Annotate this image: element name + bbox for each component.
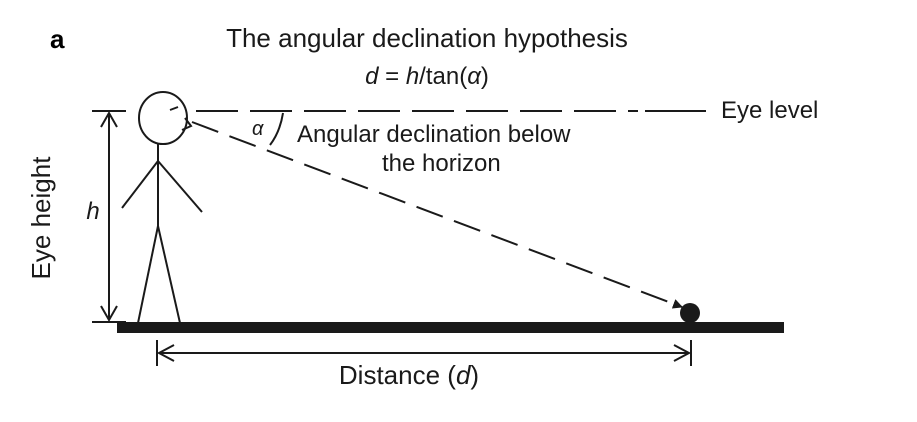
eye-level-label: Eye level: [721, 97, 818, 124]
formula-equals: =: [378, 63, 405, 90]
eye-height-label: Eye height: [26, 156, 56, 280]
figure-head: [138, 91, 188, 145]
alpha-symbol: α: [252, 118, 264, 140]
formula-tan: /tan(: [419, 63, 467, 90]
line-of-sight-arrow: [191, 121, 683, 309]
eye-height-down-arrow: [100, 305, 118, 323]
figure-right-leg: [157, 225, 181, 324]
formula-close: ): [481, 63, 489, 90]
panel-label: a: [50, 24, 65, 54]
angle-arc: [269, 112, 284, 146]
formula: d = h/tan(α): [365, 63, 489, 90]
distance-close: ): [470, 360, 479, 390]
diagram-title: The angular declination hypothesis: [226, 23, 628, 53]
figure-left-leg: [137, 225, 159, 324]
eye-height-up-arrow: [100, 110, 118, 128]
ground-bar: [117, 322, 784, 333]
angle-description-line1: Angular declination below: [297, 121, 571, 148]
distance-word: Distance (: [339, 360, 456, 390]
formula-d: d: [365, 63, 379, 90]
figure-nose: [181, 117, 193, 131]
stick-figure: [121, 91, 203, 324]
distance-left-arrow: [156, 344, 175, 362]
h-symbol: h: [86, 198, 99, 225]
formula-alpha: α: [467, 63, 482, 90]
formula-h: h: [406, 63, 419, 90]
figure-left-arm: [121, 160, 159, 209]
angle-description-line2: the horizon: [382, 150, 501, 177]
distance-dimension: [156, 340, 692, 366]
distance-right-arrow: [673, 344, 692, 362]
distance-label: Distance (d): [339, 360, 479, 390]
figure-right-arm: [157, 160, 203, 213]
figure-eye: [169, 106, 179, 111]
target-object: [680, 303, 700, 323]
distance-variable: d: [456, 360, 472, 390]
